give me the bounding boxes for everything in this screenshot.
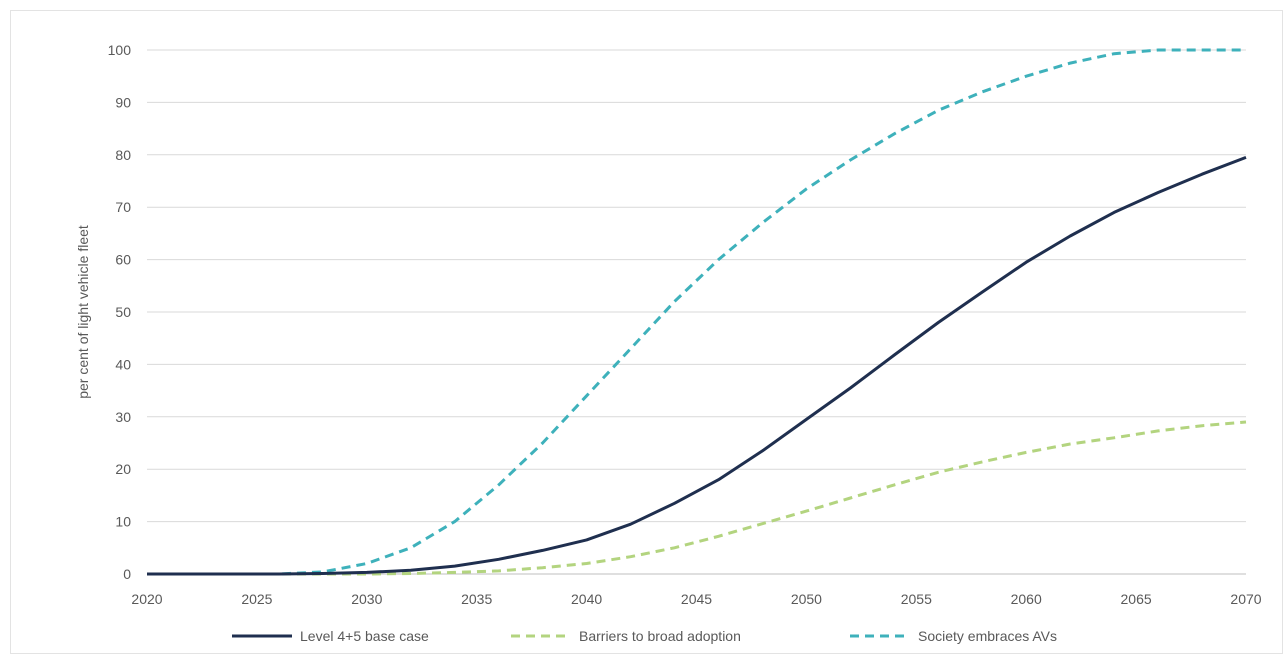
y-tick-label: 80 — [115, 147, 131, 163]
legend-label-1: Barriers to broad adoption — [579, 628, 741, 644]
series-line-1 — [147, 420, 1247, 576]
y-tick-label: 50 — [115, 304, 131, 320]
series-line-0 — [147, 155, 1247, 576]
y-tick-label: 10 — [115, 514, 131, 530]
x-tick-label: 2060 — [1011, 591, 1042, 607]
legend-label-2: Society embraces AVs — [918, 628, 1057, 644]
legend-label-0: Level 4+5 base case — [300, 628, 429, 644]
x-axis-tick-labels: 2020 2025 2030 2035 2040 2045 2050 2055 2060 2065… — [131, 591, 1261, 607]
y-tick-label: 40 — [115, 356, 131, 372]
y-tick-label: 100 — [108, 42, 132, 58]
gridlines — [147, 49, 1246, 575]
x-tick-label: 2035 — [461, 591, 492, 607]
y-axis-tick-labels: 0 10 20 30 40 50 60 70 80 90 100 — [108, 42, 132, 582]
y-axis-title: per cent of light vehicle fleet — [75, 225, 91, 399]
y-tick-label: 60 — [115, 252, 131, 268]
series-lines — [147, 48, 1247, 576]
y-tick-label: 0 — [123, 566, 131, 582]
legend: Level 4+5 base case Barriers to broad ado… — [232, 628, 1057, 644]
y-tick-label: 20 — [115, 461, 131, 477]
y-tick-label: 90 — [115, 94, 131, 110]
x-tick-label: 2025 — [241, 591, 272, 607]
x-tick-label: 2065 — [1121, 591, 1152, 607]
x-tick-label: 2055 — [901, 591, 932, 607]
x-tick-label: 2020 — [131, 591, 162, 607]
x-tick-label: 2030 — [351, 591, 382, 607]
x-tick-label: 2070 — [1230, 591, 1261, 607]
x-tick-label: 2050 — [791, 591, 822, 607]
x-tick-label: 2040 — [571, 591, 602, 607]
y-tick-label: 70 — [115, 199, 131, 215]
series-line-2 — [147, 48, 1246, 576]
x-tick-label: 2045 — [681, 591, 712, 607]
y-tick-label: 30 — [115, 409, 131, 425]
